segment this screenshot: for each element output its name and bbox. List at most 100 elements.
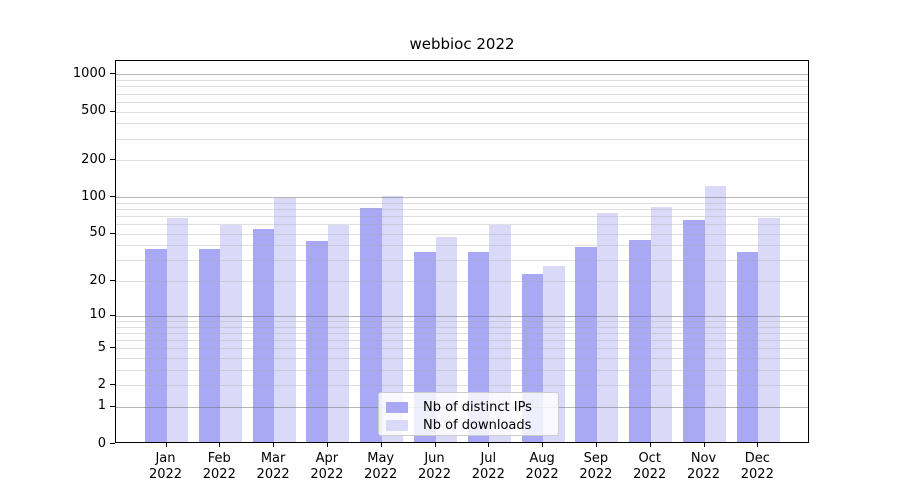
x-tick-year: 2022 (471, 467, 505, 482)
minor-gridline (116, 385, 808, 387)
x-tick-year: 2022 (740, 467, 774, 482)
minor-gridline (116, 123, 808, 125)
x-tick-year: 2022 (686, 467, 721, 482)
y-tick-mark (110, 232, 115, 234)
bar-distinct-ips-sep (575, 247, 597, 442)
x-tick-label: Dec 2022 (729, 451, 785, 483)
x-tick-month: Apr (315, 451, 339, 466)
downloads-swatch (386, 419, 408, 431)
minor-gridline (116, 369, 808, 371)
x-tick-month: Dec (744, 451, 770, 466)
legend-label: Nb of downloads (423, 417, 532, 433)
bar-downloads-apr (327, 224, 350, 442)
x-tick-month: Sep (583, 451, 609, 466)
minor-gridline (116, 320, 808, 322)
major-gridline (116, 74, 808, 76)
x-tick-month: Jan (155, 451, 176, 466)
x-tick-mark (757, 443, 759, 447)
legend-row: Nb of downloads (386, 416, 551, 434)
x-tick-year: 2022 (148, 467, 183, 482)
bar-distinct-ips-jan (145, 248, 167, 442)
y-tick-mark (110, 405, 115, 407)
x-tick-mark (703, 443, 705, 447)
x-tick-label: Jan 2022 (138, 451, 194, 483)
legend-label: Nb of distinct IPs (423, 399, 532, 415)
y-tick-mark (110, 280, 115, 282)
bar-distinct-ips-nov (683, 219, 705, 442)
x-tick-year: 2022 (364, 467, 398, 482)
y-tick-mark (110, 73, 115, 75)
minor-gridline (116, 86, 808, 88)
x-tick-year: 2022 (633, 467, 667, 482)
minor-gridline (116, 260, 808, 262)
bar-downloads-jan (166, 217, 188, 442)
x-tick-month: Oct (638, 451, 661, 466)
x-tick-mark (380, 443, 382, 447)
x-tick-year: 2022 (202, 467, 236, 482)
y-tick-label: 1000 (72, 65, 106, 81)
y-tick-label: 0 (97, 435, 106, 451)
bar-distinct-ips-oct (629, 239, 651, 442)
y-tick-mark (110, 384, 115, 386)
legend-row: Nb of distinct IPs (386, 398, 551, 416)
minor-gridline (116, 202, 808, 204)
x-tick-label: May 2022 (353, 451, 409, 483)
minor-gridline (116, 233, 808, 235)
y-tick-label: 10 (89, 307, 106, 323)
bar-distinct-ips-mar (252, 228, 275, 442)
x-tick-year: 2022 (256, 467, 290, 482)
legend: Nb of distinct IPs Nb of downloads (378, 392, 559, 436)
minor-gridline (116, 93, 808, 95)
x-tick-label: Feb 2022 (191, 451, 247, 483)
bar-downloads-jun (435, 237, 457, 442)
x-tick-label: Jun 2022 (407, 451, 463, 483)
y-tick-label: 100 (81, 188, 106, 204)
y-tick-label: 50 (89, 225, 106, 241)
y-tick-mark (110, 196, 115, 198)
minor-gridline (116, 339, 808, 341)
x-tick-mark (595, 443, 597, 447)
bar-downloads-dec (758, 217, 780, 442)
chart-title: webbioc 2022 (409, 35, 515, 53)
y-tick-mark (110, 314, 115, 316)
bar-downloads-may (381, 195, 404, 442)
bar-distinct-ips-dec (736, 251, 759, 442)
minor-gridline (116, 138, 808, 140)
x-tick-month: Jun (424, 451, 445, 466)
y-tick-label: 200 (81, 151, 106, 167)
x-tick-year: 2022 (417, 467, 452, 482)
bar-downloads-feb (220, 224, 242, 442)
bar-distinct-ips-feb (198, 248, 221, 442)
x-tick-year: 2022 (525, 467, 559, 482)
minor-gridline (116, 224, 808, 226)
minor-gridline (116, 216, 808, 217)
bar-downloads-jul (489, 224, 511, 442)
x-tick-label: Mar 2022 (245, 451, 301, 483)
x-tick-mark (488, 443, 490, 447)
x-tick-month: Nov (690, 451, 717, 466)
y-tick-mark (110, 110, 115, 112)
minor-gridline (116, 208, 808, 210)
plot-area (115, 60, 809, 443)
y-tick-mark (110, 159, 115, 161)
minor-gridline (116, 245, 808, 247)
x-tick-label: Aug 2022 (514, 451, 570, 483)
x-tick-mark (326, 443, 328, 447)
y-tick-mark (110, 347, 115, 349)
minor-gridline (116, 160, 808, 162)
minor-gridline (116, 326, 808, 328)
x-tick-mark (434, 443, 436, 447)
distinct-ips-swatch (386, 401, 408, 413)
x-tick-mark (273, 443, 275, 447)
x-tick-label: Apr 2022 (299, 451, 355, 483)
y-tick-label: 1 (97, 398, 106, 414)
y-tick-label: 20 (89, 272, 106, 288)
x-tick-mark (542, 443, 544, 447)
gridlines-layer (116, 61, 808, 442)
x-tick-label: Sep 2022 (568, 451, 624, 483)
minor-gridline (116, 101, 808, 103)
y-tick-label: 5 (97, 339, 106, 355)
bar-downloads-mar (274, 198, 296, 442)
minor-gridline (116, 80, 808, 82)
